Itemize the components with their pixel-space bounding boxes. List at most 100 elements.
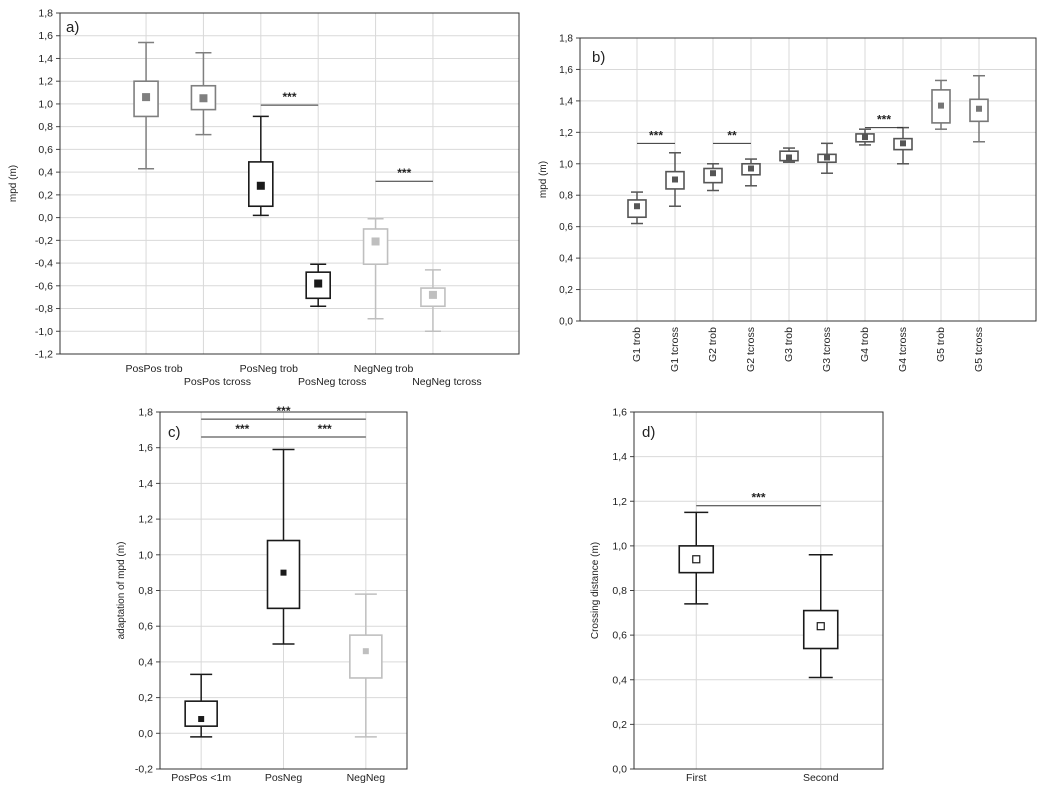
x-tick-label: NegNeg: [347, 772, 386, 784]
y-tick-label: 0,4: [559, 254, 573, 265]
panel-c-adaptation-of-mpd: -0,2 0,0 0,2 0,4 0,6 0,8 1,0 1,2 1,4 1,6 1,8 adapta…: [116, 404, 408, 784]
x-tick-label: NegNeg tcross: [412, 376, 481, 388]
y-tick-label: 0,0: [38, 212, 53, 224]
x-tick-label: PosNeg trob: [240, 363, 299, 375]
x-tick-label: G3 trob: [783, 327, 795, 362]
y-tick-label: -0,4: [35, 258, 53, 270]
y-tick-label: 0,4: [612, 674, 627, 686]
box-iqr: [362, 228, 389, 266]
y-tick-label: -0,2: [35, 235, 53, 247]
x-tick-label: PosPos <1m: [171, 772, 231, 784]
y-tick-label: 1,2: [38, 76, 53, 88]
y-tick-label: 1,0: [138, 549, 153, 561]
y-tick-label: 1,6: [38, 30, 53, 42]
panel-a-mpd-by-condition: -1,2 -1,0 -0,8 -0,6 -0,4 -0,2 0,0 0,2 0,4 0,6 0,8 1…: [8, 8, 520, 388]
y-tick-label: 0,8: [138, 585, 153, 597]
x-tick-label: PosPos tcross: [184, 376, 251, 388]
significance-label: ***: [649, 128, 663, 142]
y-tick-label: 0,8: [559, 191, 573, 202]
box-iqr: [184, 700, 218, 727]
y-tick-label: 1,2: [612, 496, 627, 508]
x-tick-label: G3 tcross: [821, 327, 833, 372]
x-tick-label: G5 trob: [935, 327, 947, 362]
plot-frame: [59, 12, 520, 355]
significance-label: ***: [276, 404, 290, 418]
y-tick-label: 0,6: [559, 222, 573, 233]
x-tick-label: G1 trob: [631, 327, 643, 362]
y-tick-label: 1,6: [138, 442, 153, 454]
y-tick-label: 1,2: [138, 514, 153, 526]
y-tick-label: 0,0: [559, 317, 573, 328]
panel-label: a): [66, 19, 79, 36]
significance-label: ***: [282, 90, 296, 104]
significance-label: **: [727, 128, 737, 142]
x-tick-label: PosPos trob: [125, 363, 182, 375]
x-tick-label: NegNeg trob: [354, 363, 414, 375]
median-marker: [634, 203, 640, 210]
x-tick-label: PosNeg tcross: [298, 376, 366, 388]
x-tick-label: G2 trob: [707, 327, 719, 362]
y-tick-label: 0,4: [138, 656, 153, 668]
panel-label: d): [642, 424, 655, 441]
x-tick-label: G4 tcross: [897, 327, 909, 372]
y-tick-label: 1,4: [138, 478, 153, 490]
y-axis-label: mpd (m): [538, 161, 549, 198]
median-marker: [824, 154, 830, 161]
y-tick-label: 0,8: [612, 585, 627, 597]
plot-frame: [633, 411, 884, 770]
y-tick-label: -0,8: [35, 303, 53, 315]
y-tick-label: 0,2: [612, 719, 627, 731]
median-marker: [692, 555, 701, 564]
median-marker: [748, 165, 754, 172]
y-tick-label: 1,6: [612, 407, 627, 419]
y-tick-label: 1,8: [138, 407, 153, 419]
y-tick-label: -0,6: [35, 280, 53, 292]
y-tick-label: 0,8: [38, 121, 53, 133]
median-marker: [314, 279, 323, 288]
median-marker: [371, 237, 380, 246]
median-marker: [786, 154, 792, 161]
x-tick-label: G2 tcross: [745, 327, 757, 372]
y-tick-label: -1,2: [35, 349, 53, 361]
median-marker: [142, 93, 151, 102]
median-marker: [862, 134, 868, 141]
median-marker: [938, 102, 944, 109]
median-marker: [199, 94, 208, 103]
median-marker: [816, 622, 825, 631]
y-axis-label: adaptation of mpd (m): [116, 542, 127, 640]
panel-label: c): [168, 424, 181, 441]
y-tick-label: 0,2: [559, 285, 573, 296]
median-marker: [428, 290, 437, 299]
panel-label: b): [592, 49, 605, 66]
y-tick-label: -1,0: [35, 326, 53, 338]
panel-b-mpd-by-group: 0,0 0,2 0,4 0,6 0,8 1,0 1,2 1,4 1,6 1,8 mpd (m) b) G…: [538, 34, 1037, 372]
box-iqr: [349, 634, 383, 679]
y-axis-label: mpd (m): [8, 165, 19, 202]
y-tick-label: 1,8: [559, 34, 573, 45]
y-tick-label: 1,4: [559, 96, 573, 107]
y-tick-label: 1,4: [38, 53, 53, 65]
y-tick-label: 0,2: [38, 189, 53, 201]
panel-d-crossing-distance: 0,0 0,2 0,4 0,6 0,8 1,0 1,2 1,4 1,6 Crossing dist…: [590, 407, 884, 784]
x-tick-label: G5 tcross: [973, 327, 985, 372]
median-marker: [256, 181, 265, 190]
x-tick-label: G4 trob: [859, 327, 871, 362]
plot-frame: [579, 37, 1037, 322]
median-marker: [900, 140, 906, 147]
median-marker: [976, 105, 982, 112]
y-tick-label: 0,4: [38, 167, 53, 179]
y-tick-label: 0,0: [612, 764, 627, 776]
y-tick-label: 0,2: [138, 692, 153, 704]
x-tick-label: G1 tcross: [669, 327, 681, 372]
significance-label: ***: [397, 166, 411, 180]
y-tick-label: 1,8: [38, 8, 53, 20]
median-marker: [672, 176, 678, 183]
significance-label: ***: [751, 491, 765, 505]
y-tick-label: 1,6: [559, 65, 573, 76]
y-tick-label: 0,6: [138, 621, 153, 633]
significance-label: ***: [235, 422, 249, 436]
median-marker: [198, 716, 205, 723]
y-tick-label: 1,0: [559, 159, 573, 170]
median-marker: [362, 648, 369, 655]
y-tick-label: -0,2: [135, 764, 153, 776]
